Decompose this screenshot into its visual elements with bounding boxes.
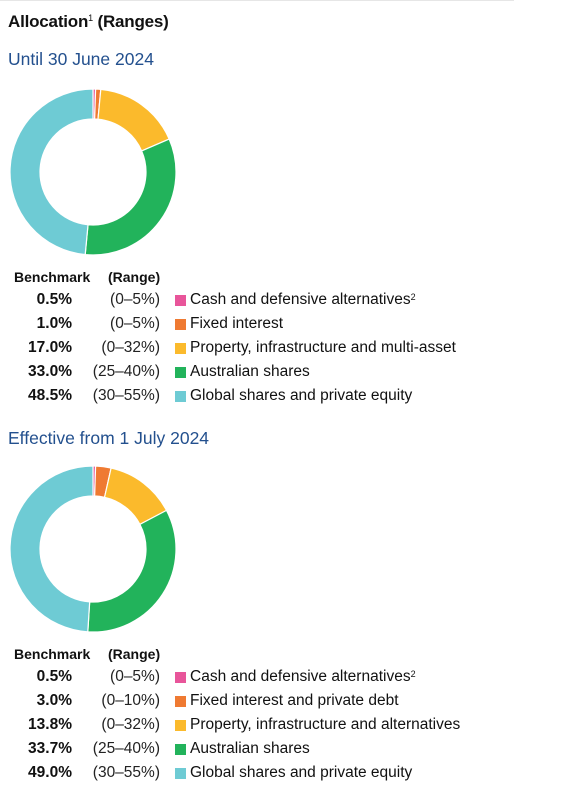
benchmark-header: Benchmark <box>14 269 91 285</box>
legend-row-australian-shares: 33.0% (25–40%) Australian shares <box>0 363 560 387</box>
range-value: (0–5%) <box>110 315 160 332</box>
top-divider <box>0 0 514 1</box>
benchmark-value: 1.0% <box>36 315 72 332</box>
legend-row-global-shares-and-private-equity: 48.5% (30–55%) Global shares and private e… <box>0 387 560 411</box>
legend-label: Fixed interest <box>190 315 284 332</box>
benchmark-value: 33.7% <box>28 740 72 757</box>
title-footnote: 1 <box>88 13 93 23</box>
range-value: (0–5%) <box>110 668 160 685</box>
benchmark-value: 13.8% <box>28 716 72 733</box>
slice-australian-shares <box>84 138 177 256</box>
legend-label: Global shares and private equity <box>190 764 413 781</box>
legend-swatch <box>175 367 186 378</box>
legend-label: Cash and defensive alternatives2 <box>190 668 416 685</box>
benchmark-value: 49.0% <box>28 764 72 781</box>
benchmark-value: 33.0% <box>28 363 72 380</box>
title-text: Allocation <box>8 12 89 31</box>
slice-australian-shares <box>87 509 177 633</box>
slice-global-shares-and-private-equity <box>9 465 94 633</box>
page-title: Allocation1 (Ranges) <box>8 12 169 32</box>
legend-swatch <box>175 744 186 755</box>
legend-label: Australian shares <box>190 740 310 757</box>
legend-label: Fixed interest and private debt <box>190 692 399 709</box>
legend-label: Australian shares <box>190 363 310 380</box>
range-header: (Range) <box>108 646 161 662</box>
legend-row-cash-and-defensive-alternatives: 0.5% (0–5%) Cash and defensive alternative… <box>0 291 560 315</box>
legend-row-fixed-interest: 1.0% (0–5%) Fixed interest <box>0 315 560 339</box>
section-1-heading: Until 30 June 2024 <box>8 49 154 69</box>
legend-swatch <box>175 720 186 731</box>
benchmark-value: 17.0% <box>28 339 72 356</box>
legend-label: Cash and defensive alternatives2 <box>190 291 416 308</box>
range-value: (25–40%) <box>92 740 160 757</box>
donut-chart-from-july-2024 <box>9 465 177 633</box>
footnote-marker: 2 <box>410 669 416 679</box>
legend-swatch <box>175 672 186 683</box>
range-value: (30–55%) <box>92 387 160 404</box>
legend-swatch <box>175 696 186 707</box>
range-header: (Range) <box>108 269 161 285</box>
benchmark-value: 3.0% <box>36 692 72 709</box>
slice-property-infrastructure-and-multi-asset <box>97 88 170 152</box>
donut-chart-until-june-2024 <box>9 88 177 256</box>
range-value: (0–10%) <box>101 692 160 709</box>
legend-swatch <box>175 768 186 779</box>
title-suffix: (Ranges) <box>92 12 169 31</box>
benchmark-value: 0.5% <box>36 668 72 685</box>
legend-swatch <box>175 391 186 402</box>
legend-label: Global shares and private equity <box>190 387 413 404</box>
legend-label: Property, infrastructure and alternative… <box>190 716 461 733</box>
legend-swatch <box>175 343 186 354</box>
range-value: (0–32%) <box>101 339 160 356</box>
legend-swatch <box>175 319 186 330</box>
legend-row-cash-and-defensive-alternatives: 0.5% (0–5%) Cash and defensive alternative… <box>0 668 560 692</box>
legend-until-june-2024: Benchmark (Range) 0.5% (0–5%) Cash and def… <box>0 269 560 409</box>
legend-row-fixed-interest-and-private-debt: 3.0% (0–10%) Fixed interest and private de… <box>0 692 560 716</box>
section-2-heading: Effective from 1 July 2024 <box>8 428 210 448</box>
benchmark-value: 48.5% <box>28 387 72 404</box>
legend-swatch <box>175 295 186 306</box>
legend-row-property-infrastructure-and-alternatives: 13.8% (0–32%) Property, infrastructure and… <box>0 716 560 740</box>
range-value: (25–40%) <box>92 363 160 380</box>
legend-row-property-infrastructure-and-multi-asset: 17.0% (0–32%) Property, infrastructure and… <box>0 339 560 363</box>
legend-from-july-2024: Benchmark (Range) 0.5% (0–5%) Cash and def… <box>0 646 560 786</box>
range-value: (0–5%) <box>110 291 160 308</box>
legend-row-global-shares-and-private-equity: 49.0% (30–55%) Global shares and private e… <box>0 764 560 788</box>
range-value: (30–55%) <box>92 764 160 781</box>
benchmark-header: Benchmark <box>14 646 91 662</box>
footnote-marker: 2 <box>410 292 416 302</box>
legend-label: Property, infrastructure and multi-asset <box>190 339 456 356</box>
benchmark-value: 0.5% <box>36 291 72 308</box>
range-value: (0–32%) <box>101 716 160 733</box>
slice-global-shares-and-private-equity <box>9 88 94 256</box>
legend-row-australian-shares: 33.7% (25–40%) Australian shares <box>0 740 560 764</box>
